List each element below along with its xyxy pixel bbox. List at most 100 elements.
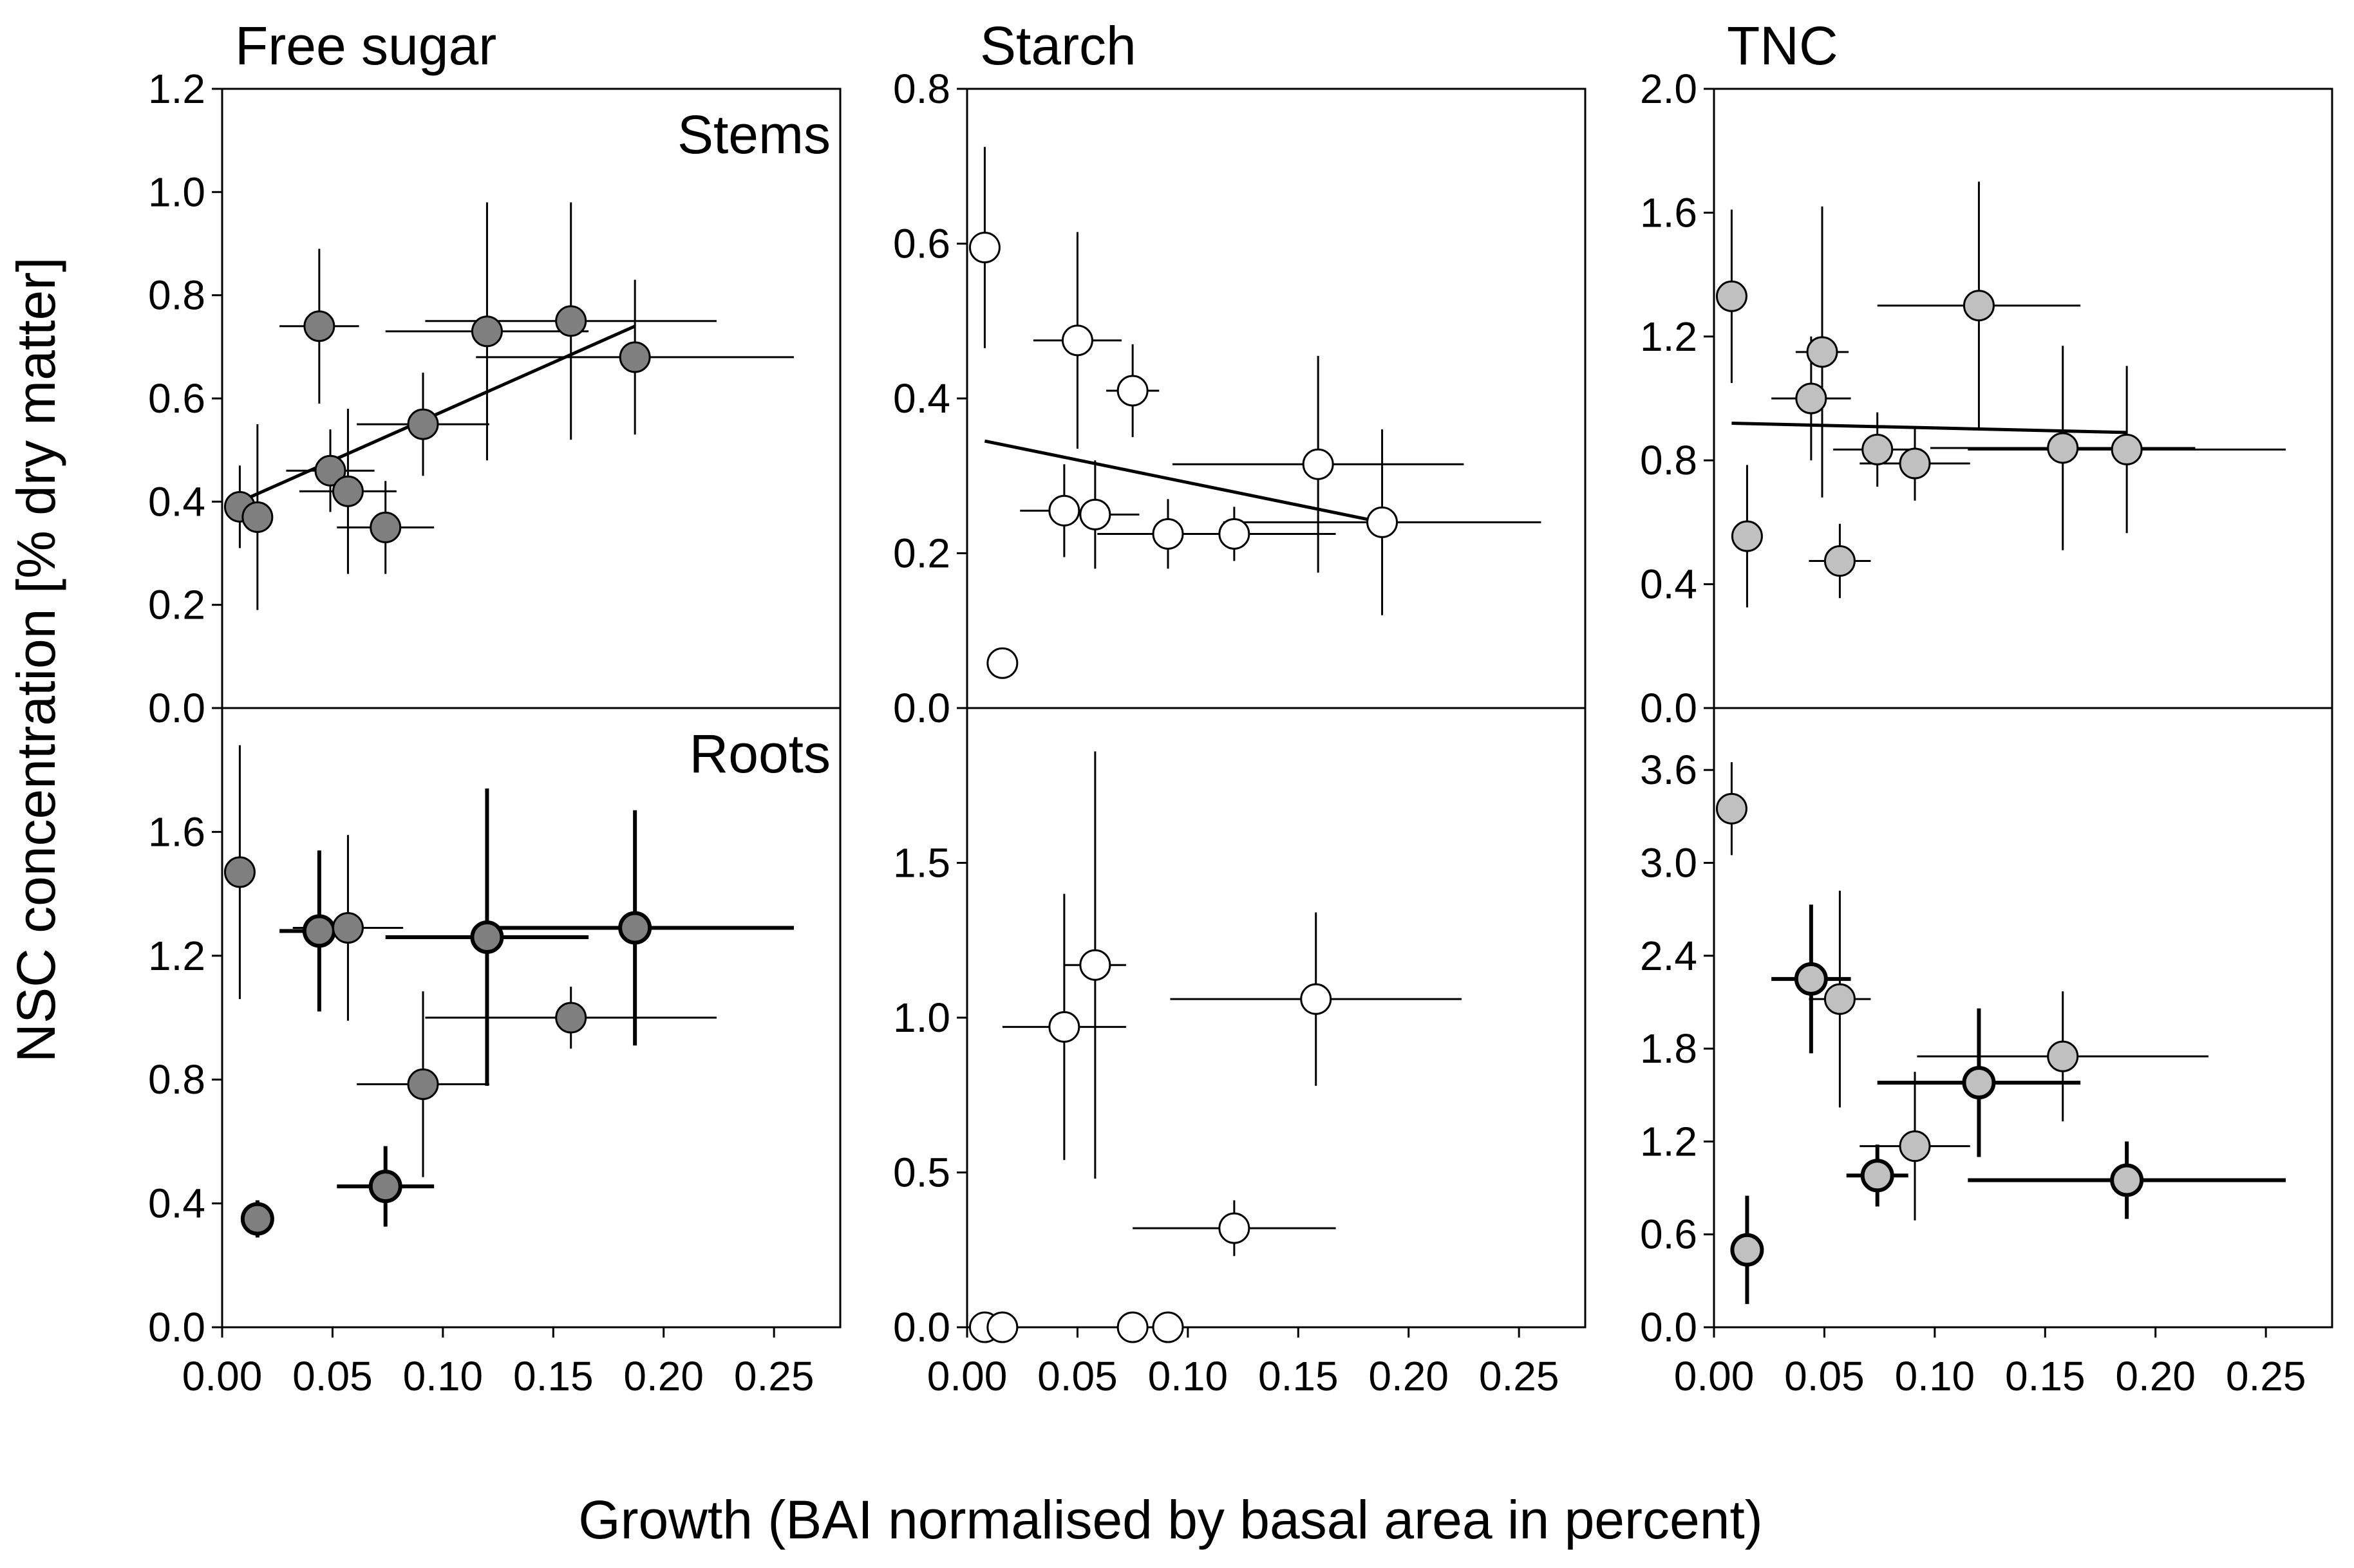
data-point <box>1152 1311 1184 1343</box>
panel-6: 0.0 0.6 1.2 1.8 2.4 3.0 3.6 0.00 0.05 0.10 0.15 0.2… <box>1640 707 2333 1399</box>
y-tick-label: 0.0 <box>1640 1304 1697 1350</box>
plot-frame <box>966 88 1587 709</box>
data-point <box>618 911 652 945</box>
data-point <box>1861 433 1894 465</box>
data-point <box>1823 545 1856 577</box>
y-tick-label: 0.6 <box>148 375 205 422</box>
regression-line <box>984 439 1383 524</box>
x-tick-label: 0.15 <box>2005 1353 2086 1399</box>
y-tick-label: 0.6 <box>1640 1211 1697 1258</box>
data-point <box>2110 1163 2144 1197</box>
x-tick-label: 0.25 <box>1479 1353 1559 1399</box>
data-point <box>1152 518 1184 550</box>
data-point <box>1823 983 1856 1015</box>
y-tick-label: 1.0 <box>148 169 205 215</box>
x-tick-label: 0.00 <box>1674 1353 1755 1399</box>
data-point <box>240 1202 274 1236</box>
data-point <box>619 341 651 373</box>
panel-3: 0.0 0.4 0.8 1.2 1.6 2.0 TNC <box>1640 15 2333 731</box>
data-point <box>1218 1212 1250 1244</box>
y-tick-label: 0.4 <box>893 375 950 422</box>
data-point <box>332 912 364 944</box>
regression-line <box>1731 421 2127 434</box>
y-tick-label: 1.2 <box>148 66 205 112</box>
y-tick-label: 0.4 <box>148 1181 205 1227</box>
y-axis-title: NSC concentration [% dry matter] <box>6 257 66 1062</box>
data-point <box>314 454 346 487</box>
data-point <box>471 315 503 348</box>
data-point <box>1079 498 1111 530</box>
data-point <box>2047 1040 2079 1072</box>
y-tick-label: 0.8 <box>148 1056 205 1103</box>
data-point <box>555 1002 587 1034</box>
y-tick-label: 0.5 <box>893 1150 950 1196</box>
panel-title: TNC <box>1727 15 1838 76</box>
y-tick-label: 0.8 <box>1640 437 1697 483</box>
data-point <box>1731 520 1763 552</box>
data-point <box>2047 432 2079 464</box>
panel-5: 0.0 0.5 1.0 1.5 0.00 0.05 0.10 0.15 0.20 0.25 <box>893 707 1587 1399</box>
data-point <box>1048 494 1080 527</box>
x-tick-label: 0.20 <box>2115 1353 2196 1399</box>
y-tick-label: 0.2 <box>893 530 950 577</box>
y-tick-label: 0.0 <box>148 685 205 731</box>
data-point <box>303 310 335 342</box>
y-tick-label: 3.6 <box>1640 747 1697 793</box>
row-label: Roots <box>690 723 831 784</box>
x-tick-label: 0.00 <box>182 1353 263 1399</box>
data-point <box>1061 324 1093 357</box>
x-tick-label: 0.05 <box>1037 1353 1118 1399</box>
y-tick-label: 1.2 <box>1640 313 1697 360</box>
y-tick-label: 0.4 <box>148 478 205 525</box>
panel-4: 0.0 0.4 0.8 1.2 1.6 0.00 0.05 0.10 0.15 0.20 0.25 R… <box>148 707 842 1399</box>
y-tick-label: 1.6 <box>1640 189 1697 236</box>
plot-frame <box>221 707 842 1329</box>
data-point <box>407 408 439 440</box>
x-tick-label: 0.10 <box>1895 1353 1975 1399</box>
panel-title: Free sugar <box>235 15 496 76</box>
data-point <box>1730 1233 1764 1267</box>
y-tick-label: 0.0 <box>893 1304 950 1350</box>
data-point <box>368 1170 402 1204</box>
data-point <box>1048 1011 1080 1043</box>
data-point <box>555 305 587 337</box>
y-tick-label: 0.2 <box>148 582 205 628</box>
x-tick-label: 0.10 <box>403 1353 484 1399</box>
data-point <box>986 1311 1019 1343</box>
x-tick-label: 0.25 <box>2226 1353 2306 1399</box>
data-point <box>1715 280 1747 312</box>
data-point <box>1366 506 1398 538</box>
plot-frame <box>1713 707 2333 1329</box>
x-tick-label: 0.15 <box>1258 1353 1339 1399</box>
x-tick-label: 0.05 <box>292 1353 373 1399</box>
data-point <box>1300 983 1332 1015</box>
data-point <box>223 856 256 888</box>
data-point <box>1963 290 1995 322</box>
y-tick-label: 2.4 <box>1640 933 1697 979</box>
y-tick-label: 3.0 <box>1640 840 1697 886</box>
data-point <box>1794 962 1828 996</box>
data-point <box>1899 1130 1931 1162</box>
y-tick-label: 1.6 <box>148 808 205 855</box>
plot-frame <box>221 88 842 709</box>
data-point <box>1715 792 1747 825</box>
y-tick-label: 0.6 <box>893 221 950 267</box>
data-point <box>968 232 1001 264</box>
x-tick-label: 0.00 <box>927 1353 1008 1399</box>
data-point <box>1860 1159 1894 1193</box>
data-point <box>407 1068 439 1100</box>
data-point <box>1079 949 1111 981</box>
data-point <box>302 914 336 948</box>
y-tick-label: 2.0 <box>1640 66 1697 112</box>
data-point <box>470 920 504 954</box>
y-tick-label: 0.8 <box>148 272 205 319</box>
y-tick-label: 0.8 <box>893 66 950 112</box>
x-tick-label: 0.15 <box>513 1353 594 1399</box>
y-tick-label: 1.2 <box>1640 1118 1697 1164</box>
regression-line <box>239 324 636 503</box>
y-tick-label: 1.8 <box>1640 1025 1697 1072</box>
y-tick-label: 1.0 <box>893 994 950 1041</box>
panel-1: 0.0 0.2 0.4 0.6 0.8 1.0 1.2 Free sugar Stems <box>148 15 842 731</box>
